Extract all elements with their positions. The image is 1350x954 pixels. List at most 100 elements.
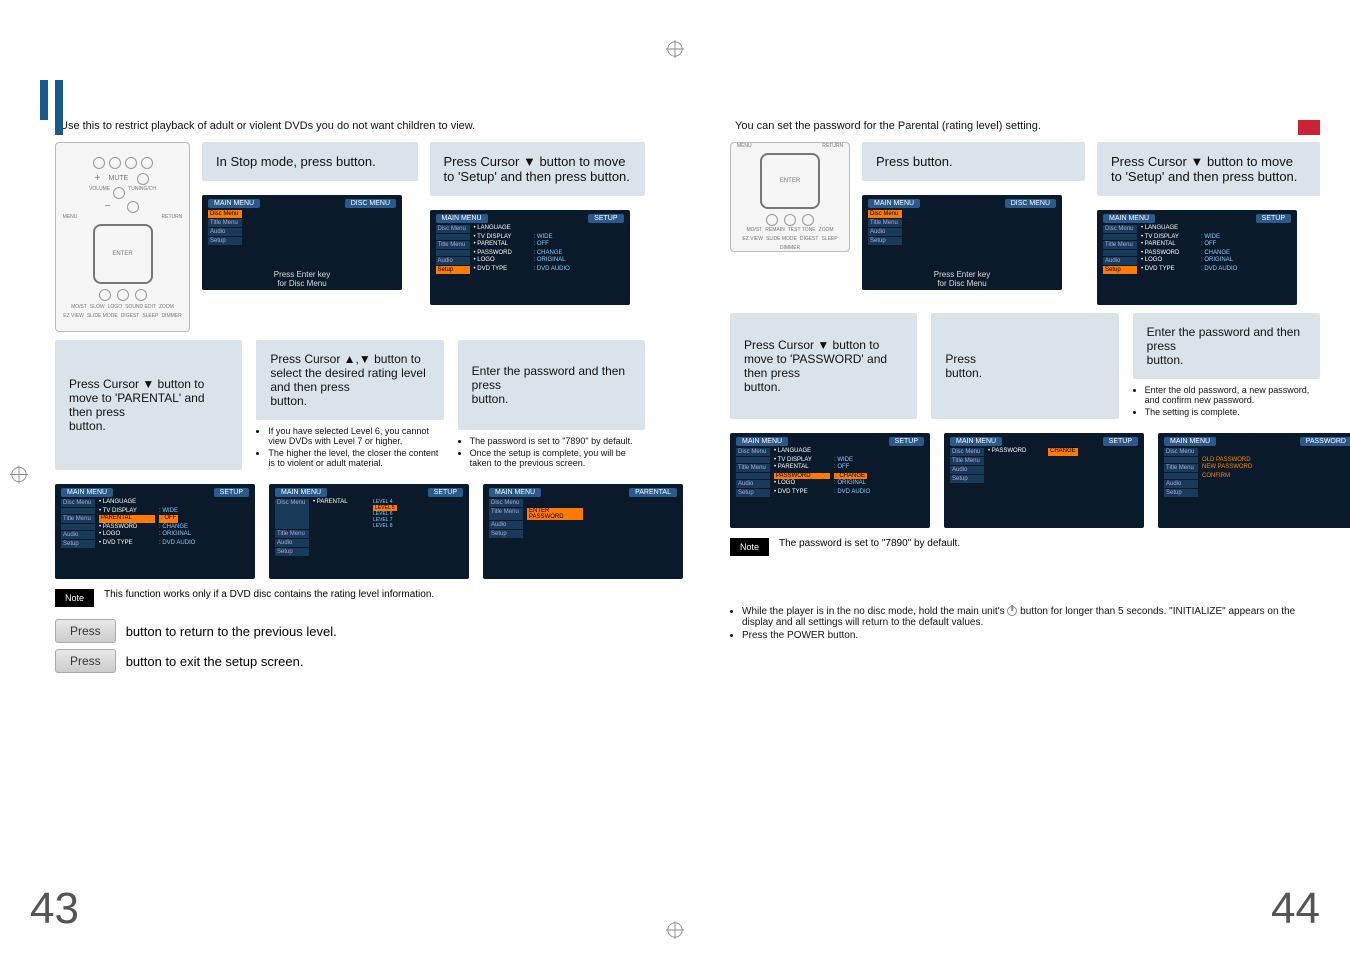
screenshot-row-bottom: MAIN MENUSETUP Disc Menu• LANGUAGE • TV … (730, 427, 1320, 528)
label: MO/ST (746, 227, 762, 233)
label: EZ VIEW (63, 313, 84, 319)
menu-header: MAIN MENU (950, 437, 1002, 446)
step-text: button. (69, 419, 228, 433)
bullet: The higher the level, the closer the con… (268, 448, 443, 468)
menu-screenshot-pwd-entry: MAIN MENUPASSWORD Disc Menu OLD PASSWORD… (1158, 433, 1350, 528)
step-text: button. (590, 169, 630, 184)
step-text: button. (744, 380, 903, 394)
menu-header: PARENTAL (629, 488, 677, 497)
label: EZ VIEW (742, 236, 763, 242)
label: SLIDE MODE (766, 236, 797, 242)
menu-msg: Press Enter key (934, 270, 990, 279)
menu-header: MAIN MENU (208, 199, 260, 208)
menu-row: ENTER PASSWORD (527, 508, 583, 520)
menu-header: MAIN MENU (275, 488, 327, 497)
menu-header: DISC MENU (1005, 199, 1056, 208)
text: While the player is in the no disc mode,… (742, 606, 1005, 617)
accent-bar (55, 80, 63, 135)
step-text: Press (876, 154, 909, 169)
menu-screenshot-password-select: MAIN MENUSETUP Disc Menu• LANGUAGE • TV … (730, 433, 930, 528)
menu-header: SETUP (214, 488, 249, 497)
step-text: button. (336, 154, 376, 169)
bullet: Press the POWER button. (742, 630, 1320, 641)
step-2: Press Cursor ▼ button to move to 'Setup'… (430, 142, 646, 196)
step-text: Enter the password and then press (472, 364, 631, 392)
menu-msg: Press Enter key (274, 270, 330, 279)
note-badge: Note (55, 589, 94, 607)
label: ZOOM (819, 227, 834, 233)
label: SLIDE MODE (87, 313, 118, 319)
step-1: Press button. (862, 142, 1085, 181)
power-icon (1007, 606, 1017, 616)
enter-label: ENTER (780, 178, 800, 184)
label: DIGEST (121, 313, 140, 319)
bullet: The password is set to "7890" by default… (470, 436, 645, 446)
label: SLEEP (821, 236, 837, 242)
menu-header: SETUP (889, 437, 924, 446)
step-3: Press Cursor ▼ button to move to 'PASSWO… (730, 313, 917, 419)
footer-btn-text: button to exit the setup screen. (126, 654, 304, 669)
step-text: button. (945, 366, 1104, 380)
step-row-mid: Press Cursor ▼ button to move to 'PASSWO… (730, 313, 1320, 419)
menu-header: PASSWORD (1300, 437, 1350, 446)
step-text: button. (913, 154, 953, 169)
menu-screenshot-discmenu: MAIN MENUDISC MENU Disc Menu Title Menu … (202, 195, 402, 290)
menu-header: MAIN MENU (436, 214, 488, 223)
label: LOGO (108, 304, 122, 310)
menu-row: • PASSWORD (988, 448, 1044, 456)
accent-bar (40, 80, 48, 120)
step-text: button. (472, 392, 631, 406)
step-4-notes: If you have selected Level 6, you cannot… (256, 426, 443, 470)
menu-screenshot-parental: MAIN MENUSETUP Disc Menu• LANGUAGE • TV … (55, 484, 255, 579)
footer-note: Note The password is set to "7890" by de… (730, 538, 1320, 556)
step-row-top: +MUTE VOLUME TUNING/CH − MENURETURN ENTE… (55, 142, 645, 332)
page-number: 44 (1271, 884, 1320, 934)
menu-header: MAIN MENU (736, 437, 788, 446)
red-tab (1298, 120, 1320, 135)
return-label: RETURN (822, 143, 843, 149)
menu-header: SETUP (1103, 437, 1138, 446)
menu-header: MAIN MENU (61, 488, 113, 497)
step-text: In Stop mode, press (216, 154, 332, 169)
menu-header: MAIN MENU (489, 488, 541, 497)
press-button[interactable]: Press (55, 649, 116, 673)
label: SOUND EDIT (125, 304, 156, 310)
menu-header: MAIN MENU (1164, 437, 1216, 446)
step-text: button. (1147, 353, 1306, 367)
step-5: Enter the password and then press button… (1133, 313, 1320, 379)
menu-msg: for Disc Menu (937, 279, 986, 288)
remote-dpad: ENTER (93, 224, 153, 284)
bullet: Enter the old password, a new password, … (1145, 385, 1320, 405)
page-left: Use this to restrict playback of adult o… (0, 0, 675, 954)
menu-header: SETUP (588, 214, 623, 223)
menu-screenshot-discmenu: MAIN MENUDISC MENU Disc Menu Title Menu … (862, 195, 1062, 290)
step-row-mid: Press Cursor ▼ button to move to 'PARENT… (55, 340, 645, 470)
menu-header: SETUP (428, 488, 463, 497)
menu-header: SETUP (1256, 214, 1291, 223)
label: REMAIN (765, 227, 784, 233)
menu-row: CONFIRM (1202, 473, 1258, 479)
step-2: Press Cursor ▼ button to move to 'Setup'… (1097, 142, 1320, 196)
step-text: Press (945, 352, 1104, 366)
step-5-notes: Enter the old password, a new password, … (1133, 385, 1320, 419)
menu-row: CHANGE (1048, 448, 1078, 456)
press-button[interactable]: Press (55, 619, 116, 643)
bullet: Once the setup is complete, you will be … (470, 448, 645, 468)
footer-btn-text: button to return to the previous level. (126, 624, 337, 639)
menu-screenshot-setup: MAIN MENUSETUP Disc Menu• LANGUAGE • TV … (430, 210, 630, 305)
menu-row: NEW PASSWORD (1202, 464, 1258, 472)
menu-header: MAIN MENU (868, 199, 920, 208)
screenshot-row-bottom: MAIN MENUSETUP Disc Menu• LANGUAGE • TV … (55, 478, 645, 579)
step-text: Press Cursor ▼ button to move to 'PARENT… (69, 377, 228, 419)
menu-screenshot-change: MAIN MENUSETUP Disc Menu• PASSWORDCHANGE… (944, 433, 1144, 528)
menu-msg: for Disc Menu (277, 279, 326, 288)
step-text: Enter the password and then press (1147, 325, 1306, 353)
note-badge: Note (730, 538, 769, 556)
label: SLOW (90, 304, 105, 310)
step-text: button. (1258, 169, 1298, 184)
remote-dpad: ENTER (760, 153, 820, 209)
bullet: The setting is complete. (1145, 407, 1320, 417)
bullet: If you have selected Level 6, you cannot… (268, 426, 443, 446)
menu-screenshot-setup: MAIN MENUSETUP Disc Menu• LANGUAGE • TV … (1097, 210, 1297, 305)
step-text: Press Cursor ▼ button to move to 'PASSWO… (744, 338, 903, 380)
